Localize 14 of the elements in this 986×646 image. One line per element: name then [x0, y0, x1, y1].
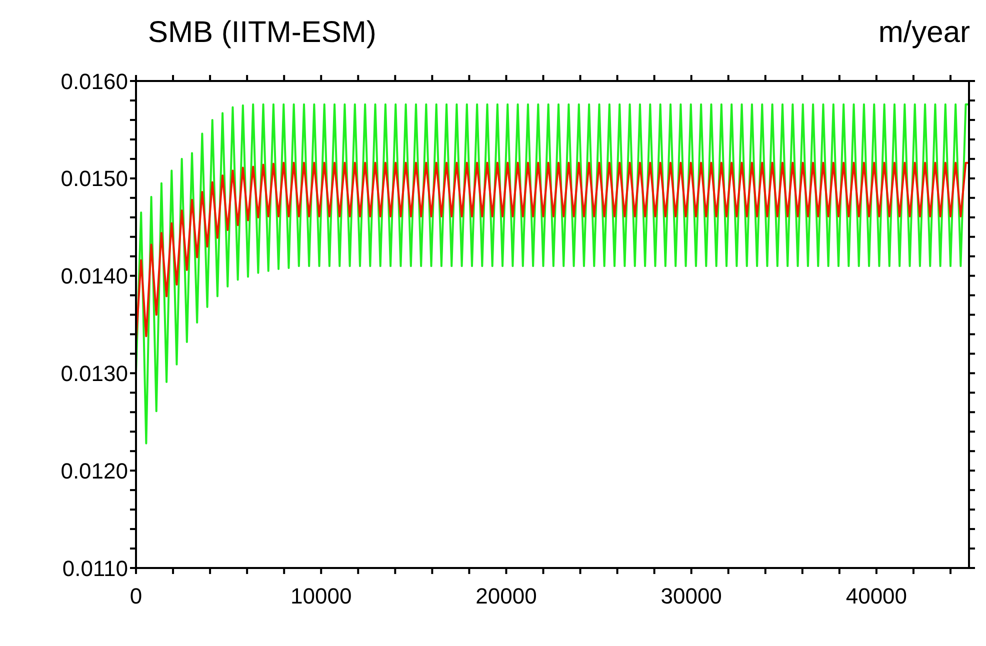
y-tick-label: 0.0130 — [60, 361, 128, 386]
x-tick-label: 10000 — [290, 584, 352, 609]
x-tick-label: 30000 — [660, 584, 722, 609]
y-tick-label: 0.0160 — [60, 68, 128, 94]
text: m/year — [878, 16, 970, 50]
chart-title: SMB (IITM-ESM) — [148, 16, 376, 50]
x-tick-label: 20000 — [476, 584, 537, 609]
y-tick-label: 0.0150 — [60, 166, 128, 192]
line-series — [136, 103, 969, 444]
y-tick-label: 0.0110 — [62, 556, 128, 581]
x-tick-label: 40000 — [846, 584, 908, 609]
x-tick-label: 0 — [130, 584, 142, 609]
y-tick-label: 0.0140 — [60, 264, 128, 289]
y-tick-label: 0.0120 — [60, 458, 128, 484]
